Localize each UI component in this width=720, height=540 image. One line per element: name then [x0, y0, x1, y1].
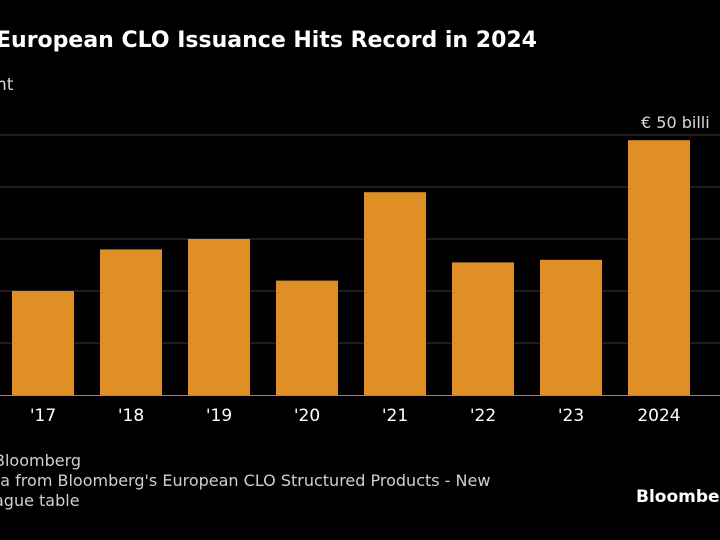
x-tick-label-1: '18: [118, 406, 144, 426]
source-line-2: ta from Bloomberg's European CLO Structu…: [0, 471, 491, 490]
bar-6: [540, 259, 602, 395]
bar-1: [100, 249, 162, 395]
chart-title: European CLO Issuance Hits Record in 202…: [0, 28, 537, 53]
source-line-1: Bloomberg: [0, 451, 82, 470]
source-note: Bloomberg ta from Bloomberg's European C…: [0, 451, 490, 511]
y-tick-label-top: € 50 billi: [641, 113, 710, 132]
bar-4: [364, 192, 426, 395]
bar-7: [628, 140, 690, 395]
bar-0: [12, 291, 74, 395]
chart-subtitle: nt: [0, 75, 14, 95]
bar-5: [452, 262, 514, 395]
x-tick-label-4: '21: [382, 406, 408, 426]
x-tick-label-3: '20: [294, 406, 320, 426]
bar-3: [276, 280, 338, 395]
x-tick-label-6: '23: [558, 406, 584, 426]
bloomberg-logo: Bloomberg: [636, 487, 720, 507]
x-tick-label-7: 2024: [637, 406, 680, 426]
x-tick-label-5: '22: [470, 406, 496, 426]
source-line-3: ague table: [0, 491, 80, 510]
x-tick-label-2: '19: [206, 406, 232, 426]
x-tick-label-0: '17: [30, 406, 56, 426]
bar-2: [188, 239, 250, 395]
